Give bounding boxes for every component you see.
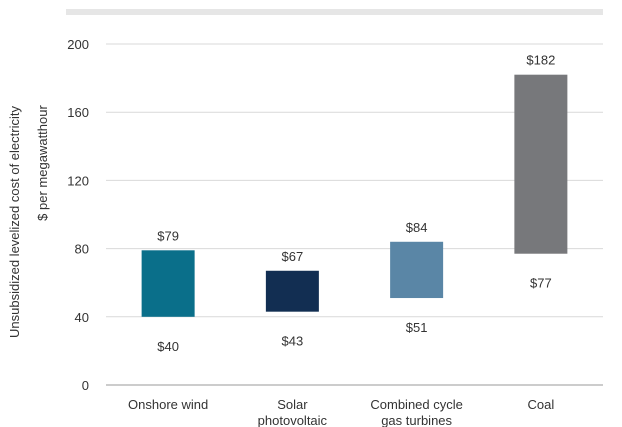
data-labels: $79 $40 $67 $43 $84 $51 $182 $77 — [157, 53, 555, 354]
y-tick-label: 120 — [67, 173, 89, 188]
category-label: Onshore wind — [128, 397, 208, 412]
y-tick-label: 160 — [67, 105, 89, 120]
low-value-label: $51 — [406, 320, 428, 335]
category-label: photovoltaic — [258, 413, 328, 427]
high-value-label: $84 — [406, 220, 428, 235]
low-value-label: $40 — [157, 339, 179, 354]
category-label: Solar — [277, 397, 308, 412]
low-value-label: $43 — [282, 334, 304, 349]
bar — [514, 74, 568, 254]
category-label: Combined cycle — [370, 397, 463, 412]
bar — [265, 270, 319, 312]
y-tick-label: 80 — [75, 242, 89, 257]
y-tick-label: 40 — [75, 310, 89, 325]
high-value-label: $67 — [282, 249, 304, 264]
y-tick-labels: 0 40 80 120 160 200 — [67, 37, 89, 393]
low-value-label: $77 — [530, 276, 552, 291]
y-tick-label: 200 — [67, 37, 89, 52]
high-value-label: $182 — [526, 53, 555, 68]
y-axis-title: Unsubsidized levelized cost of electrici… — [7, 106, 22, 338]
y-axis-units: $ per megawatthour — [35, 105, 50, 221]
y-tick-label: 0 — [82, 378, 89, 393]
bar — [141, 250, 195, 317]
high-value-label: $79 — [157, 228, 179, 243]
category-label: Coal — [528, 397, 555, 412]
bar — [390, 241, 444, 299]
bars — [141, 74, 568, 317]
top-band — [66, 9, 603, 15]
category-label: gas turbines — [381, 413, 452, 427]
